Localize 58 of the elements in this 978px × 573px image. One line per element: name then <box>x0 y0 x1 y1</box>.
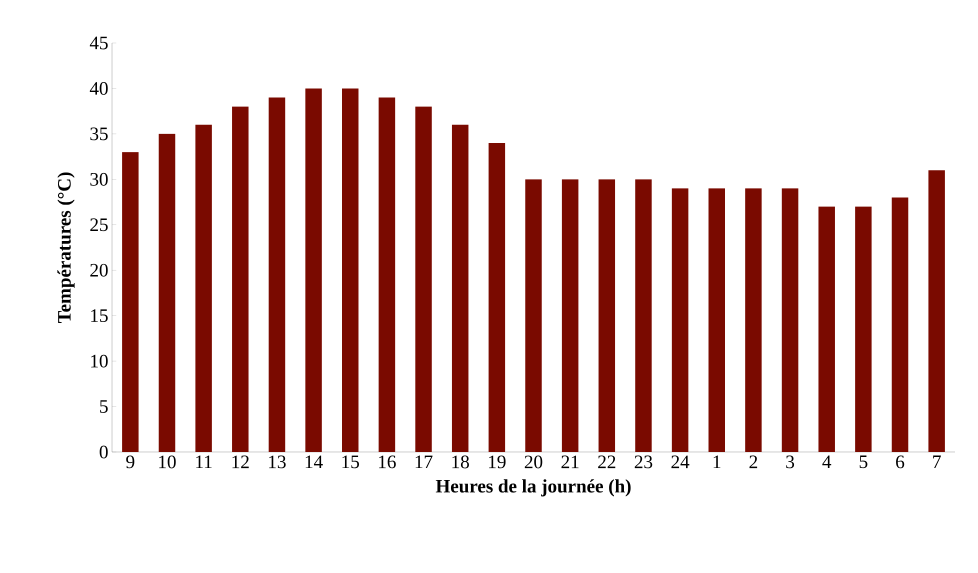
y-tick-label: 5 <box>100 400 108 413</box>
bar <box>525 179 542 452</box>
bar <box>892 198 908 452</box>
x-tick-label: 16 <box>379 456 396 468</box>
x-tick-label: 7 <box>933 456 941 468</box>
bar <box>672 188 688 452</box>
bar <box>928 170 945 452</box>
bar <box>452 124 468 452</box>
x-tick-label: 21 <box>561 456 579 468</box>
bar <box>488 142 506 452</box>
x-tick-label: 17 <box>416 456 432 468</box>
y-tick-label: 30 <box>90 172 108 186</box>
x-tick-label: 18 <box>452 456 469 468</box>
bar <box>745 188 762 452</box>
y-tick-label: 25 <box>90 218 108 232</box>
y-tick-label: 35 <box>90 128 108 140</box>
x-tick-label: 1 <box>714 456 720 468</box>
bar <box>818 206 835 452</box>
x-tick-label: 20 <box>524 456 542 468</box>
bar <box>122 152 139 452</box>
bar <box>268 98 286 452</box>
y-axis-title: Températures (°C) <box>57 172 75 324</box>
y-tick-label: 15 <box>91 309 108 322</box>
y-tick-label: 45 <box>90 36 108 50</box>
bar <box>562 179 578 452</box>
x-tick-label: 4 <box>822 456 832 468</box>
bar <box>415 106 432 452</box>
bar <box>635 179 652 452</box>
x-tick-label: 11 <box>196 456 212 468</box>
y-tick-label: 10 <box>91 354 108 368</box>
x-tick-label: 15 <box>342 456 359 468</box>
y-tick-label: 40 <box>90 82 108 95</box>
bar <box>598 179 616 452</box>
bar <box>195 124 212 452</box>
x-tick-label: 14 <box>306 456 323 468</box>
y-tick-label: 0 <box>100 446 108 458</box>
x-tick-label: 19 <box>489 456 506 468</box>
x-tick-label: 6 <box>896 456 904 468</box>
bar <box>708 188 726 452</box>
x-tick-label: 10 <box>159 456 176 468</box>
bar <box>342 88 358 452</box>
x-tick-label: 12 <box>232 456 249 468</box>
bar <box>855 206 872 452</box>
x-tick-label: 9 <box>126 456 134 468</box>
bar <box>232 106 249 452</box>
x-tick-label: 22 <box>598 456 616 468</box>
x-axis-title: Heures de la journée (h) <box>436 479 631 496</box>
x-tick-label: 24 <box>671 456 690 468</box>
x-tick-label: 3 <box>786 456 794 468</box>
bar <box>782 188 798 452</box>
y-tick-label: 20 <box>90 264 108 277</box>
bar <box>378 98 396 452</box>
x-tick-label: 2 <box>749 456 758 468</box>
bar <box>305 88 322 452</box>
x-tick-label: 13 <box>269 456 286 468</box>
x-tick-label: 23 <box>634 456 652 468</box>
bar <box>158 134 176 452</box>
x-tick-label: 5 <box>860 456 868 468</box>
